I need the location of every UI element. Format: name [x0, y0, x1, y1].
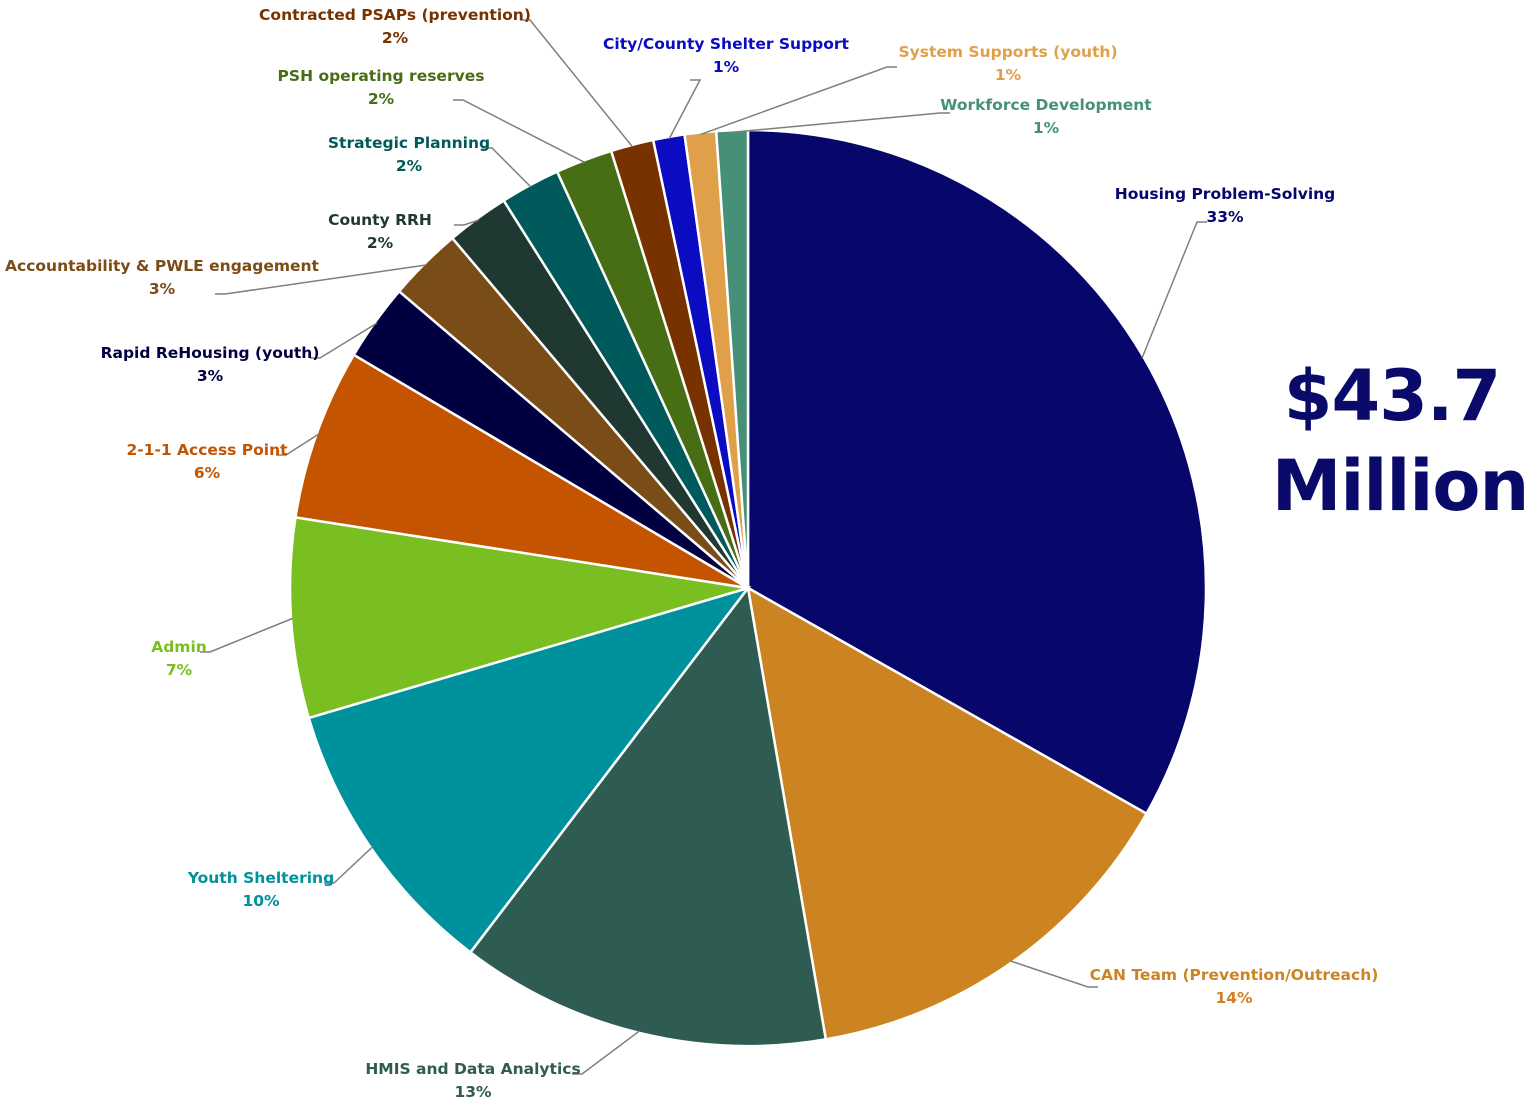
slice-label-percent-13: 1% — [995, 66, 1022, 84]
slice-label-name-5: 2-1-1 Access Point — [126, 441, 288, 459]
leader-line-13 — [700, 66, 897, 136]
slice-label-percent-9: 2% — [396, 157, 423, 175]
slice-label-percent-11: 2% — [382, 29, 409, 47]
slice-label-percent-6: 3% — [197, 367, 224, 385]
slice-label-percent-0: 33% — [1206, 208, 1244, 226]
slice-label-percent-14: 1% — [1033, 119, 1060, 137]
pie-slice-1 — [746, 585, 1149, 1041]
slice-label-percent-12: 1% — [713, 58, 740, 76]
pie-slices — [288, 128, 1208, 1048]
slice-label-percent-2: 13% — [454, 1083, 492, 1101]
slice-label-percent-5: 6% — [194, 464, 221, 482]
slice-label-name-14: Workforce Development — [940, 96, 1152, 114]
slice-label-percent-10: 2% — [368, 90, 395, 108]
pie-slice-0 — [746, 128, 1208, 816]
slice-label-percent-4: 7% — [166, 661, 193, 679]
slice-label-name-8: County RRH — [328, 211, 432, 229]
leader-line-10 — [453, 99, 585, 163]
slice-label-name-3: Youth Sheltering — [187, 869, 334, 887]
pie-slice-2 — [468, 584, 828, 1048]
slice-labels: Housing Problem-Solving 33% CAN Team (Prev… — [5, 6, 1378, 1101]
slice-label-name-6: Rapid ReHousing (youth) — [101, 344, 320, 362]
leader-line-12 — [668, 79, 702, 140]
leader-line-4 — [200, 617, 294, 653]
leader-line-5 — [276, 433, 320, 456]
leader-line-2 — [572, 1030, 640, 1075]
slice-label-percent-8: 2% — [367, 234, 394, 252]
slice-label-percent-3: 10% — [242, 892, 280, 910]
leader-line-8 — [454, 219, 479, 226]
total-amount-line1: $43.7 — [1284, 355, 1500, 437]
leader-lines — [200, 19, 1207, 1075]
slice-label-percent-1: 14% — [1215, 989, 1253, 1007]
slice-label-name-9: Strategic Planning — [328, 134, 490, 152]
slice-label-name-12: City/County Shelter Support — [603, 35, 850, 53]
slice-label-name-10: PSH operating reserves — [278, 67, 485, 85]
leader-line-14 — [732, 112, 950, 134]
slice-label-name-7: Accountability & PWLE engagement — [5, 257, 320, 275]
slice-label-name-11: Contracted PSAPs (prevention) — [259, 6, 531, 24]
leader-line-0 — [1141, 221, 1207, 359]
leader-line-1 — [1010, 960, 1098, 988]
slice-label-name-1: CAN Team (Prevention/Outreach) — [1090, 966, 1379, 984]
leader-line-9 — [482, 147, 532, 188]
pie-slice-14 — [714, 128, 750, 589]
slice-label-name-0: Housing Problem-Solving — [1115, 185, 1336, 203]
slice-label-name-13: System Supports (youth) — [898, 43, 1117, 61]
total-amount-line2: Million — [1272, 445, 1529, 527]
slice-label-name-2: HMIS and Data Analytics — [365, 1060, 580, 1078]
leader-line-7 — [215, 264, 427, 295]
leader-line-6 — [310, 322, 378, 359]
slice-label-name-4: Admin — [151, 638, 207, 656]
pie-slice-5 — [294, 353, 749, 590]
leader-line-3 — [324, 846, 374, 884]
leader-line-11 — [520, 19, 634, 148]
slice-label-percent-7: 3% — [149, 280, 176, 298]
